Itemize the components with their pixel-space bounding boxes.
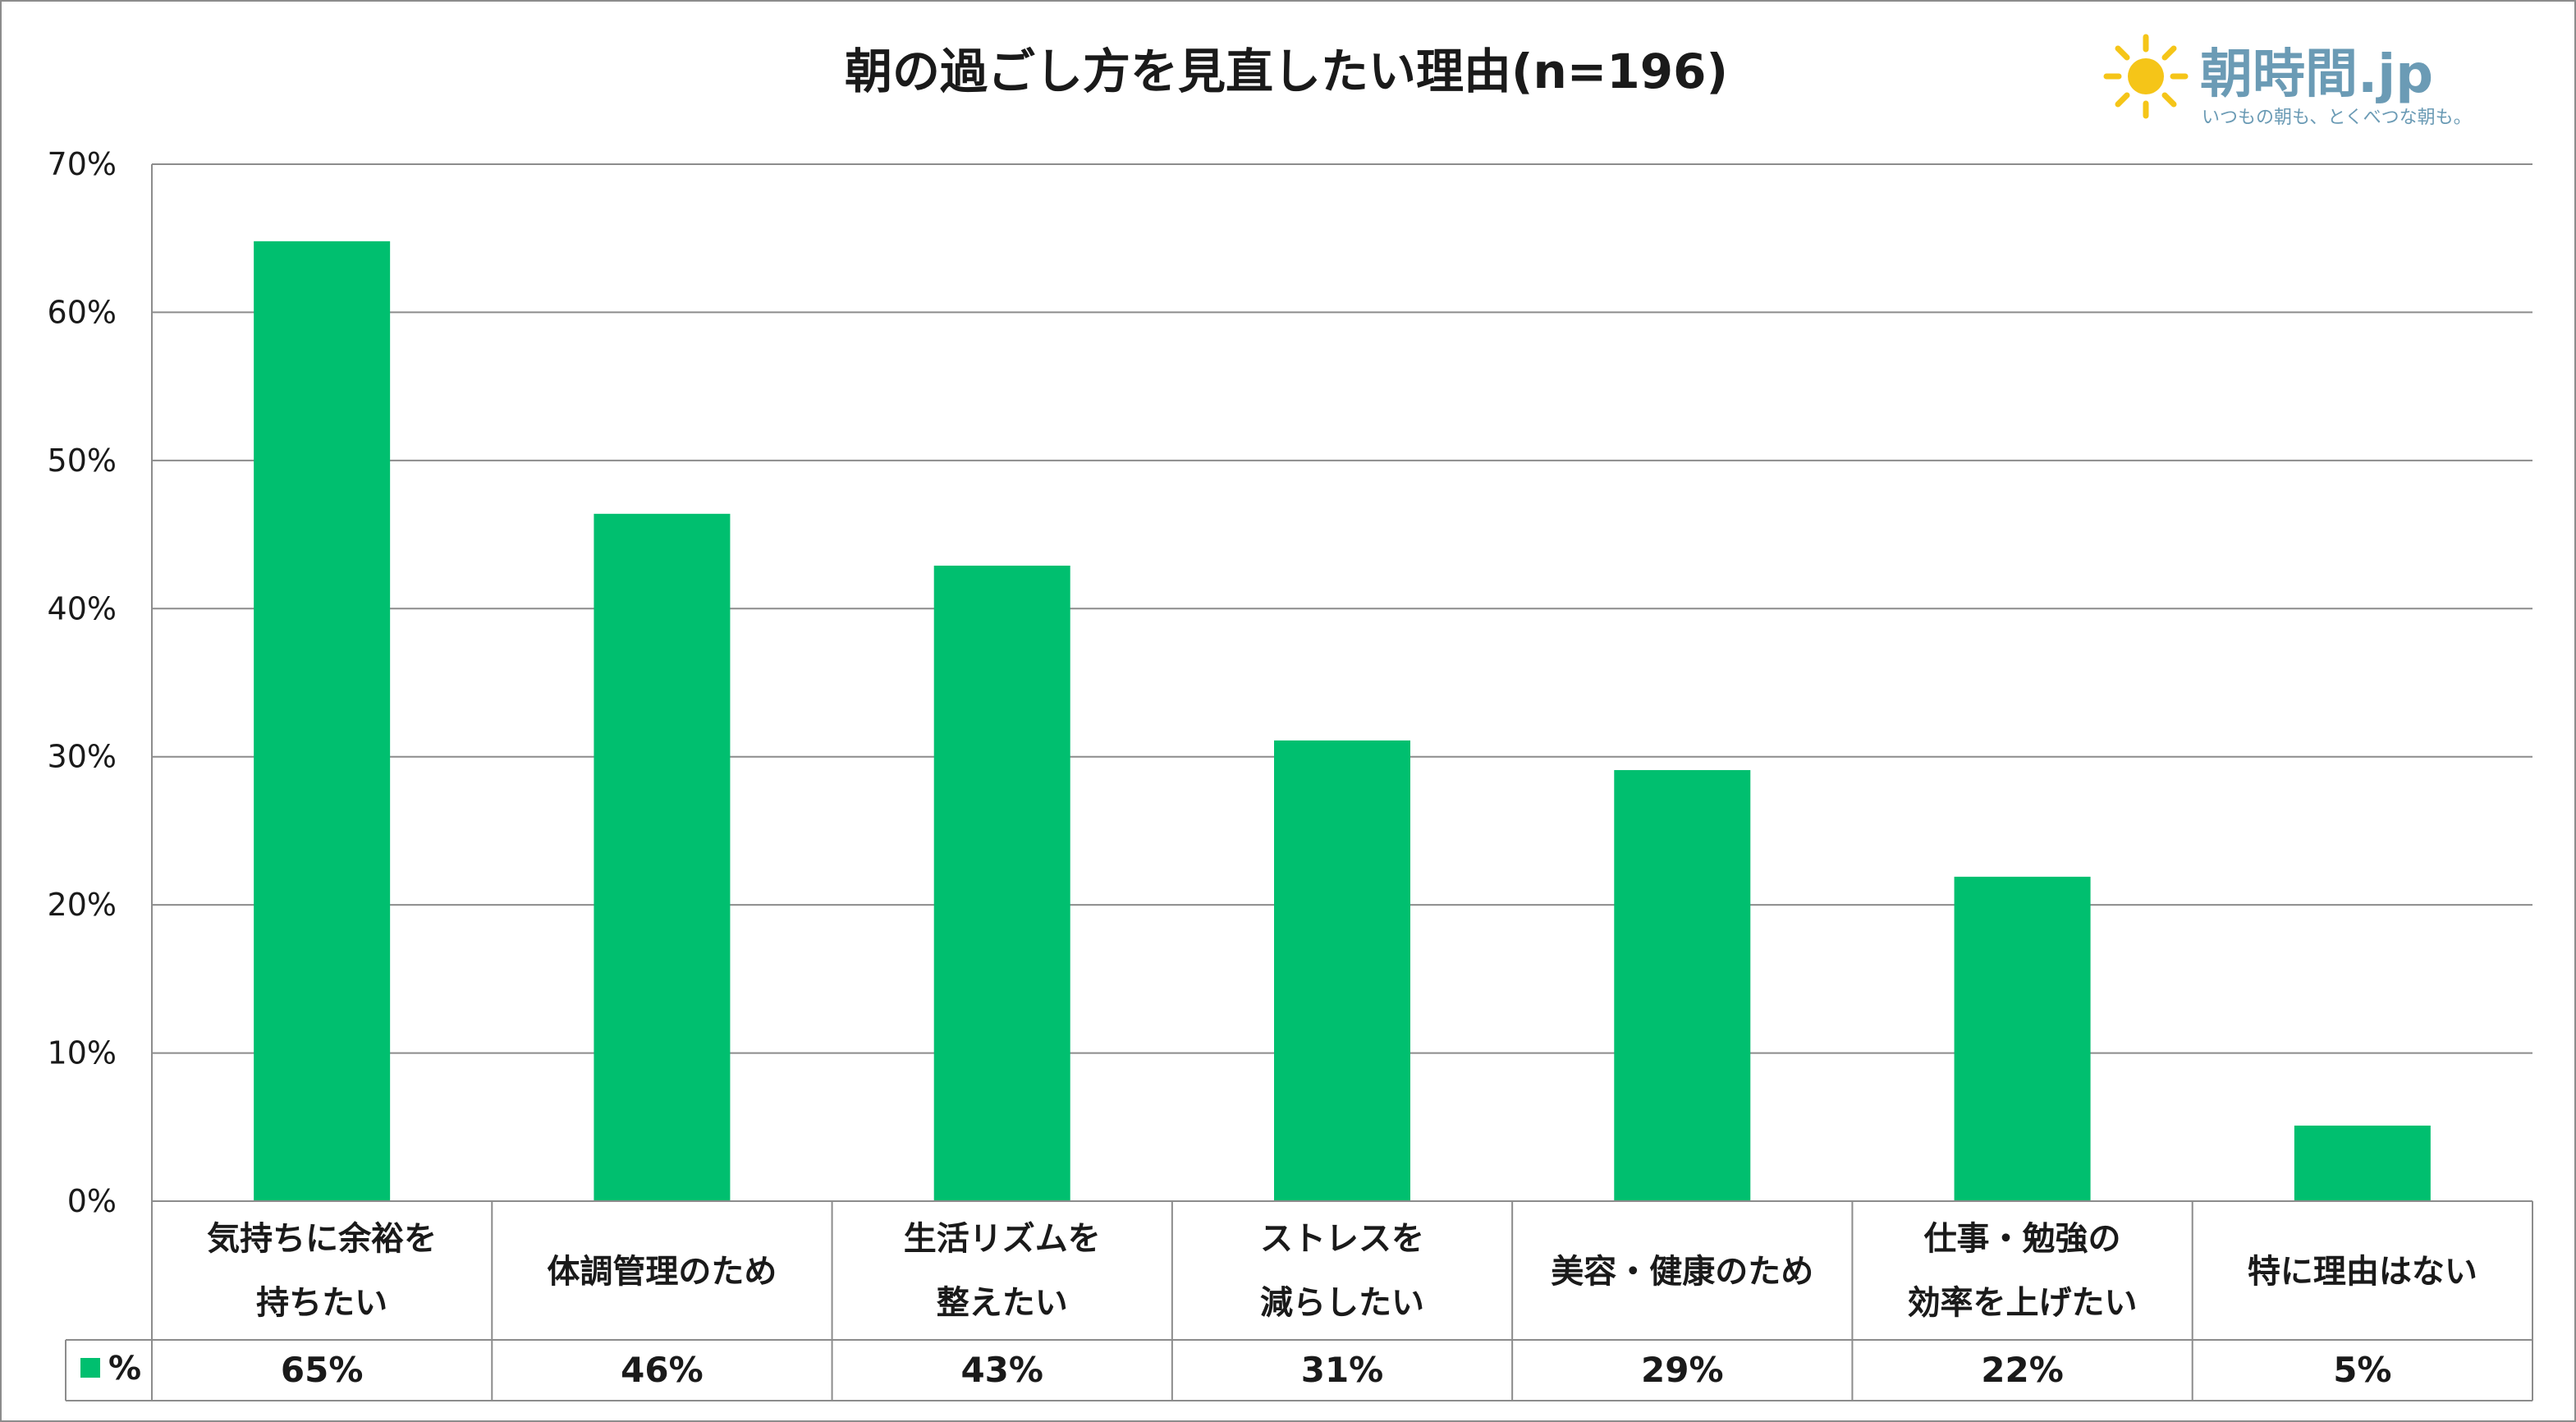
sun-icon xyxy=(2103,34,2189,119)
y-tick-label: 70% xyxy=(48,146,117,182)
category-label-line: 気持ちに余裕を xyxy=(207,1220,437,1258)
y-tick-label: 10% xyxy=(48,1035,117,1071)
category-label-line: 効率を上げたい xyxy=(1908,1284,2138,1322)
category-label: 美容・健康のため xyxy=(1551,1253,1813,1291)
category-label-line: 持ちたい xyxy=(256,1284,387,1322)
y-tick-label: 60% xyxy=(48,294,117,330)
bar xyxy=(1954,876,2091,1201)
category-label-line: 仕事・勉強の xyxy=(1924,1220,2121,1258)
chart-title: 朝の過ごし方を見直したい理由(n=196) xyxy=(845,44,1728,99)
category-label-line: 特に理由はない xyxy=(2248,1253,2477,1291)
legend-label: % xyxy=(108,1350,141,1388)
data-label: 65% xyxy=(281,1350,364,1390)
category-label: 体調管理のため xyxy=(547,1253,777,1291)
bar xyxy=(594,513,731,1201)
legend-swatch xyxy=(80,1358,100,1378)
bar xyxy=(254,241,391,1201)
category-label-line: 体調管理のため xyxy=(547,1253,777,1291)
bar xyxy=(2294,1125,2431,1201)
data-label: 29% xyxy=(1641,1350,1724,1390)
bars xyxy=(254,241,2431,1201)
data-label: 43% xyxy=(960,1350,1043,1390)
category-label: 特に理由はない xyxy=(2248,1253,2477,1291)
logo-text: 朝時間.jp xyxy=(2200,44,2433,105)
y-tick-label: 40% xyxy=(48,590,117,626)
logo-tagline: いつもの朝も、とくべつな朝も。 xyxy=(2202,108,2472,128)
data-label: 46% xyxy=(621,1350,704,1390)
category-label-line: 整えたい xyxy=(937,1284,1068,1322)
logo: 朝時間.jp いつもの朝も、とくべつな朝も。 xyxy=(2103,34,2472,128)
data-label: 5% xyxy=(2333,1350,2391,1390)
y-tick-label: 30% xyxy=(48,739,117,775)
category-label-line: 減らしたい xyxy=(1260,1284,1424,1322)
y-axis: 0% 10% 20% 30% 40% 50% 60% 70% xyxy=(48,146,117,1219)
bar xyxy=(1274,740,1410,1201)
data-label: 31% xyxy=(1301,1350,1384,1390)
data-label: 22% xyxy=(1981,1350,2064,1390)
bar xyxy=(933,565,1070,1201)
bar xyxy=(1614,769,1751,1201)
y-tick-label: 50% xyxy=(48,443,117,479)
category-label-line: ストレスを xyxy=(1260,1220,1424,1258)
category-label-line: 生活リズムを xyxy=(904,1220,1101,1258)
category-label-line: 美容・健康のため xyxy=(1551,1253,1813,1291)
y-tick-label: 20% xyxy=(48,887,117,923)
y-tick-label: 0% xyxy=(67,1183,117,1219)
